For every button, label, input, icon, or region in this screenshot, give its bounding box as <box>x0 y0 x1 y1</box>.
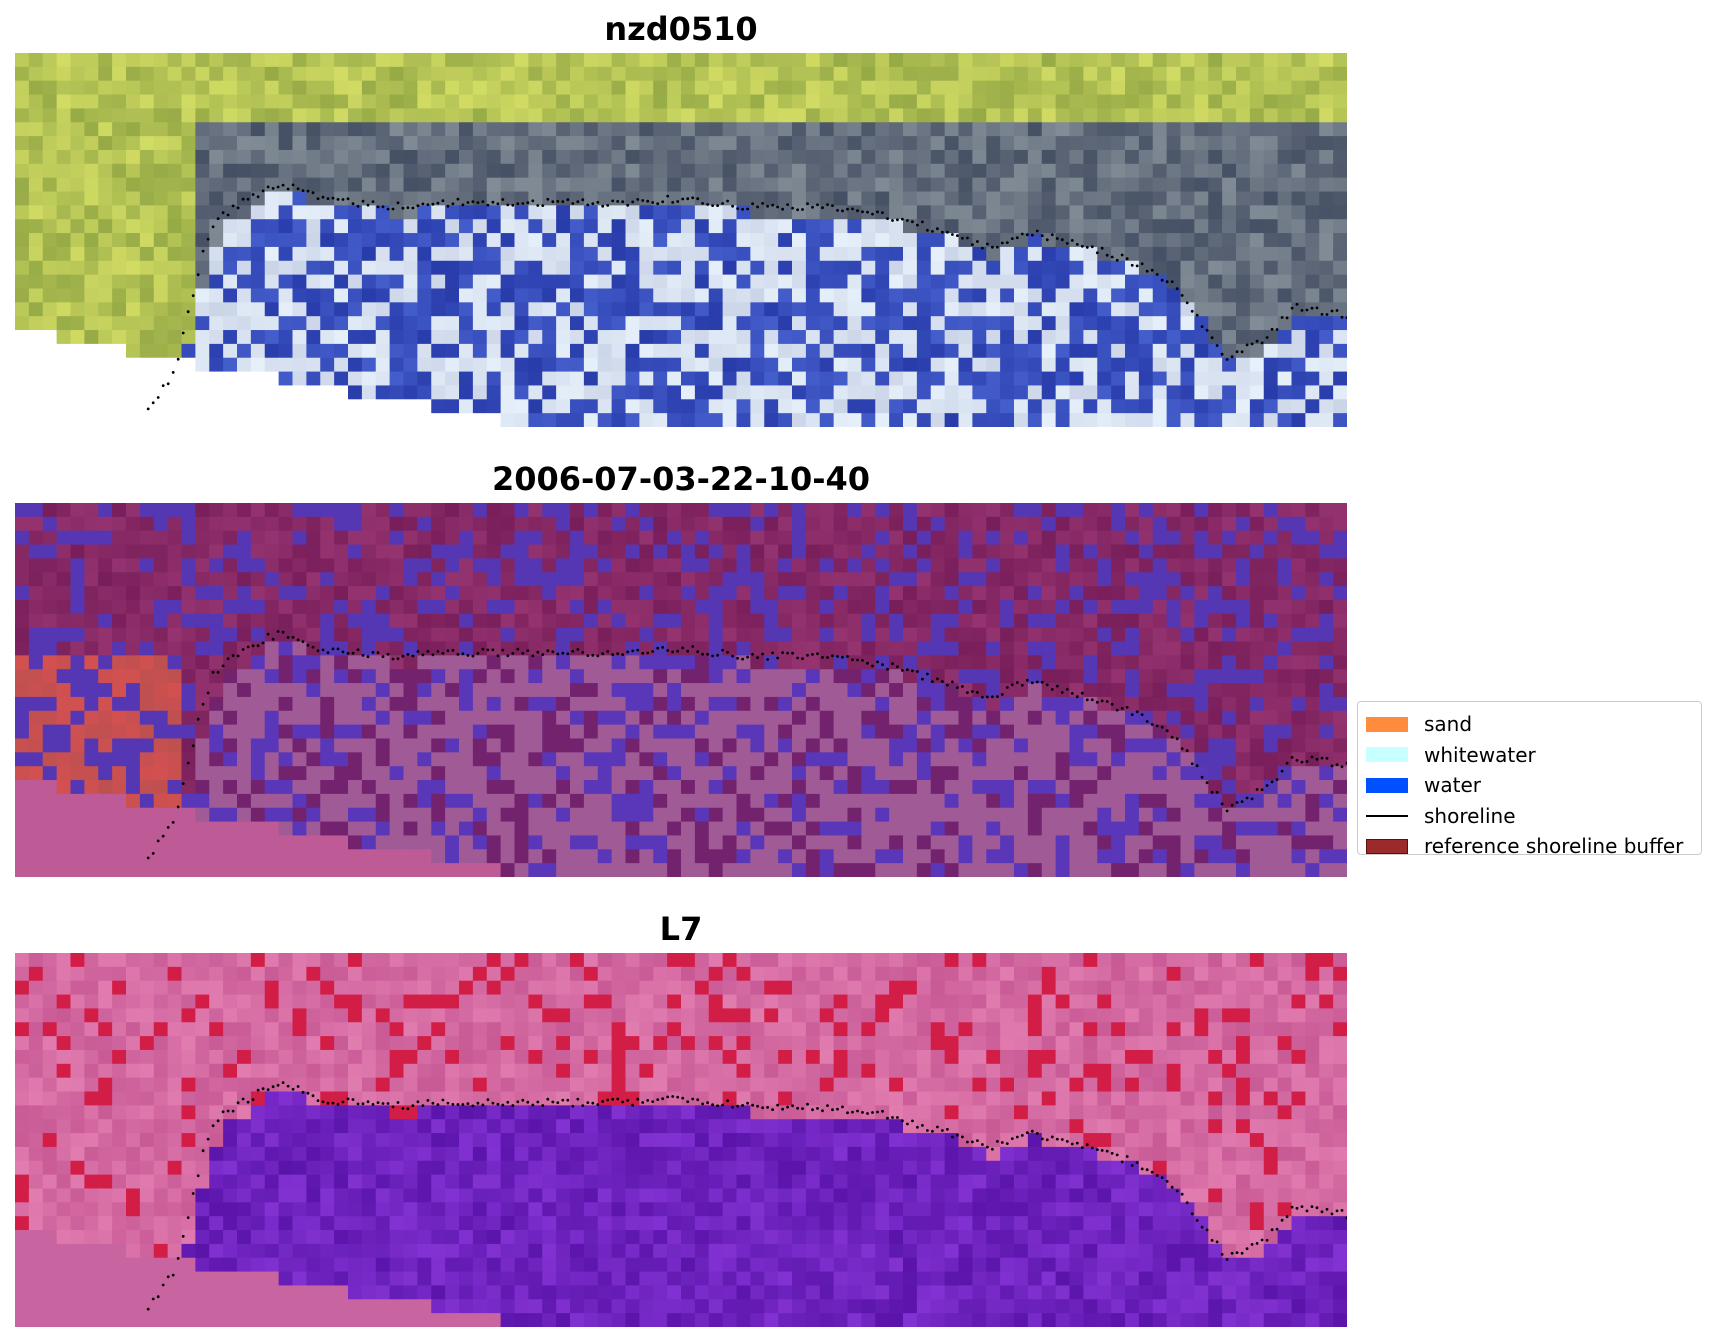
legend-item-whitewater: whitewater <box>1366 740 1701 771</box>
water-index-image <box>15 953 1347 1327</box>
panel-title-satellite: L7 <box>659 910 703 948</box>
legend-item-reference-buffer: reference shoreline buffer <box>1366 831 1701 862</box>
classified-image <box>15 503 1347 877</box>
water-swatch-icon <box>1366 777 1408 793</box>
classified-image-canvas <box>15 503 1347 877</box>
legend-label: whitewater <box>1424 742 1536 767</box>
shoreline-line-icon <box>1366 814 1408 817</box>
legend-item-shoreline: shoreline <box>1366 801 1701 832</box>
index-image-canvas <box>15 953 1347 1327</box>
legend: sand whitewater water shoreline referenc… <box>1357 701 1702 858</box>
rgb-image-canvas <box>15 53 1347 427</box>
shoreline-dots <box>146 183 1347 411</box>
panel-title-date: 2006-07-03-22-10-40 <box>491 460 871 498</box>
rgb-satellite-image <box>15 53 1347 427</box>
legend-label: water <box>1424 773 1481 798</box>
legend-label: sand <box>1424 712 1473 737</box>
buffer-swatch-icon <box>1366 838 1408 854</box>
panel-title-rgb: nzd0510 <box>604 10 758 48</box>
legend-item-sand: sand <box>1366 709 1701 740</box>
whitewater-swatch-icon <box>1366 747 1408 763</box>
legend-label: shoreline <box>1424 803 1516 828</box>
legend-item-water: water <box>1366 770 1701 801</box>
legend-label: reference shoreline buffer <box>1424 834 1684 859</box>
sand-swatch-icon <box>1366 716 1408 732</box>
shoreline-dots <box>146 630 1347 860</box>
shoreline-dots <box>146 1081 1347 1311</box>
